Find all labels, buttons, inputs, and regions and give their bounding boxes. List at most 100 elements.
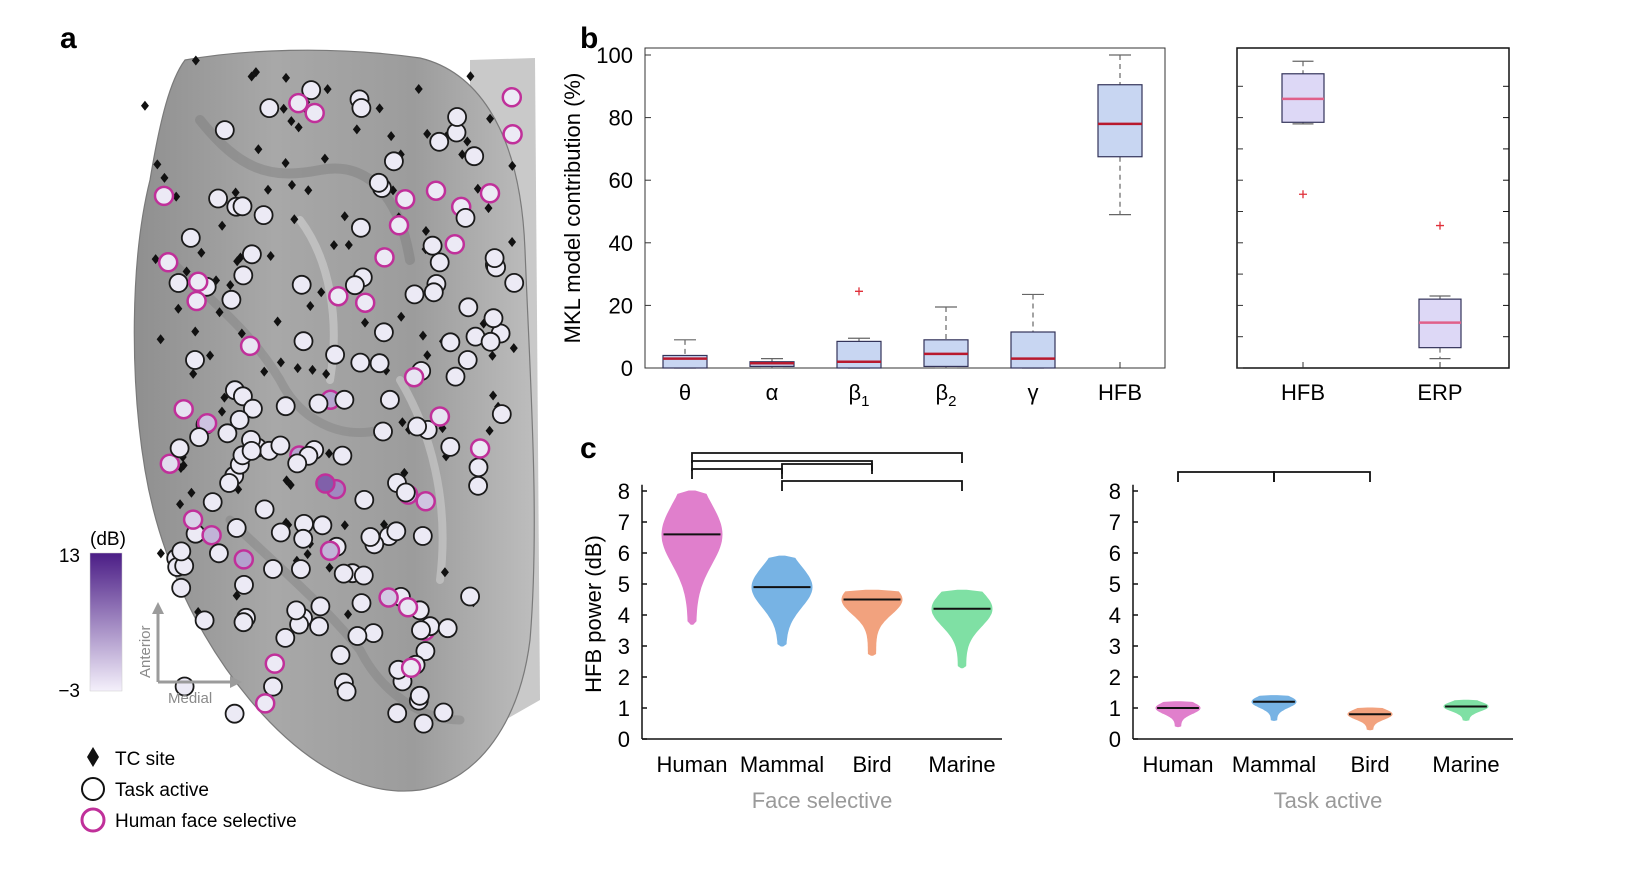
marker-legend: TC site Task active Human face selective <box>80 747 297 833</box>
tc-site-marker <box>423 350 432 361</box>
task-active-site <box>202 492 223 513</box>
task-active-site <box>259 98 280 118</box>
y-tick-label: 8 <box>1109 479 1121 504</box>
tc-site-marker <box>279 103 288 114</box>
tc-site-marker <box>508 236 517 247</box>
box-θ <box>662 354 708 369</box>
x-tick-label: Human <box>1143 752 1214 777</box>
b-left-ylabel: MKL model contribution (%) <box>560 73 585 344</box>
task-active-site <box>221 289 242 310</box>
task-active-site <box>429 252 450 273</box>
x-tick-label: γ <box>1028 380 1039 405</box>
colorbar-unit: (dB) <box>90 529 126 550</box>
tc-site-marker <box>323 84 332 95</box>
outlier-marker <box>1299 190 1307 199</box>
face-selective-site <box>400 657 422 679</box>
chart-c-right: Task active 0 1 2 3 4 5 6 7 8 Human Mammal Bird Mari… <box>1109 471 1513 813</box>
task-active-site <box>440 332 461 353</box>
violin-mammal <box>751 555 813 647</box>
anterior-label: Anterior <box>137 625 154 678</box>
tc-site-marker <box>294 122 303 133</box>
tc-site-marker <box>423 128 432 139</box>
task-active-site <box>350 217 371 238</box>
face-selective-site <box>173 398 194 420</box>
panel-letter-c: c <box>580 432 597 465</box>
task-active-site <box>404 284 425 305</box>
y-tick-label: 7 <box>1109 510 1121 535</box>
colorbar-min-label: −3 <box>58 681 80 702</box>
task-active-site <box>180 227 201 248</box>
tc-site-marker <box>226 280 235 291</box>
task-active-site <box>360 527 381 547</box>
task-active-site <box>423 282 444 303</box>
tc-site-marker <box>486 113 495 124</box>
task-active-site <box>344 275 365 296</box>
task-active-site <box>333 563 354 584</box>
y-tick-label: 80 <box>609 106 633 131</box>
task-active-site <box>457 350 478 370</box>
y-tick-label: 7 <box>618 510 630 535</box>
tc-site-marker <box>251 67 260 78</box>
task-active-site <box>275 628 296 648</box>
tc-site-marker <box>303 549 312 560</box>
task-active-site <box>350 352 371 373</box>
face-selective-site <box>388 215 410 236</box>
tc-site-marker <box>217 406 226 417</box>
box-γ <box>1010 331 1056 369</box>
c-right-xlabel: Task active <box>1274 788 1383 813</box>
task-active-site <box>270 435 291 456</box>
task-active-site <box>468 475 489 496</box>
panel-letter-b: b <box>580 22 598 55</box>
tc-site-marker <box>293 363 302 374</box>
tc-site-marker <box>287 180 296 191</box>
tc-site-marker <box>340 211 349 222</box>
x-tick-label: HFB <box>1098 380 1142 405</box>
tc-site-marker <box>273 316 282 327</box>
face-selective-site <box>239 335 261 357</box>
tc-site-marker <box>172 191 181 202</box>
face-selective-site <box>288 92 309 114</box>
x-tick-label: Marine <box>928 752 995 777</box>
task-active-site <box>347 626 368 646</box>
y-tick-label: 4 <box>1109 603 1121 628</box>
task-active-site <box>241 244 262 265</box>
task-active-site <box>369 353 390 374</box>
tc-site-marker <box>488 350 497 361</box>
brain-surface <box>133 49 540 792</box>
task-active-site <box>483 308 504 329</box>
tc-site-marker <box>308 364 317 375</box>
significance-bracket <box>781 480 963 491</box>
tc-site-marker <box>320 153 329 164</box>
task-active-site <box>293 331 314 352</box>
tc-site-marker <box>344 609 353 620</box>
task-active-site <box>233 265 254 286</box>
colorbar: (dB) 13 −3 <box>58 529 126 702</box>
task-active-site <box>379 389 400 410</box>
task-active-site <box>325 344 346 365</box>
y-tick-label: 0 <box>618 727 630 752</box>
task-active-site <box>491 404 512 425</box>
task-active-site <box>194 610 215 631</box>
tc-site-marker <box>375 103 384 114</box>
tc-site-marker <box>290 214 299 225</box>
x-tick-label: β2 <box>936 380 957 410</box>
task-active-site <box>270 522 291 543</box>
tc-site-marker <box>325 562 334 573</box>
tc-site-marker <box>489 390 498 401</box>
face-selective-site <box>254 693 276 714</box>
y-tick-label: 5 <box>618 572 630 597</box>
chart-c-left: HFB power (dB) Face selective 0 1 2 3 4 5 6 7 8 H… <box>581 452 1002 813</box>
task-active-site <box>354 489 375 510</box>
tc-site-marker <box>231 187 240 198</box>
violin-human <box>661 490 723 625</box>
tc-site-marker <box>179 460 188 471</box>
face-selective-site <box>444 234 466 255</box>
tc-site-marker <box>340 520 349 531</box>
task-active-site <box>219 473 240 493</box>
tc-site-marker <box>236 252 245 263</box>
task-active-site <box>415 641 436 661</box>
task-active-site <box>363 623 384 643</box>
y-tick-label: 6 <box>618 541 630 566</box>
task-active-site <box>445 366 466 387</box>
tc-site-marker <box>317 287 326 298</box>
